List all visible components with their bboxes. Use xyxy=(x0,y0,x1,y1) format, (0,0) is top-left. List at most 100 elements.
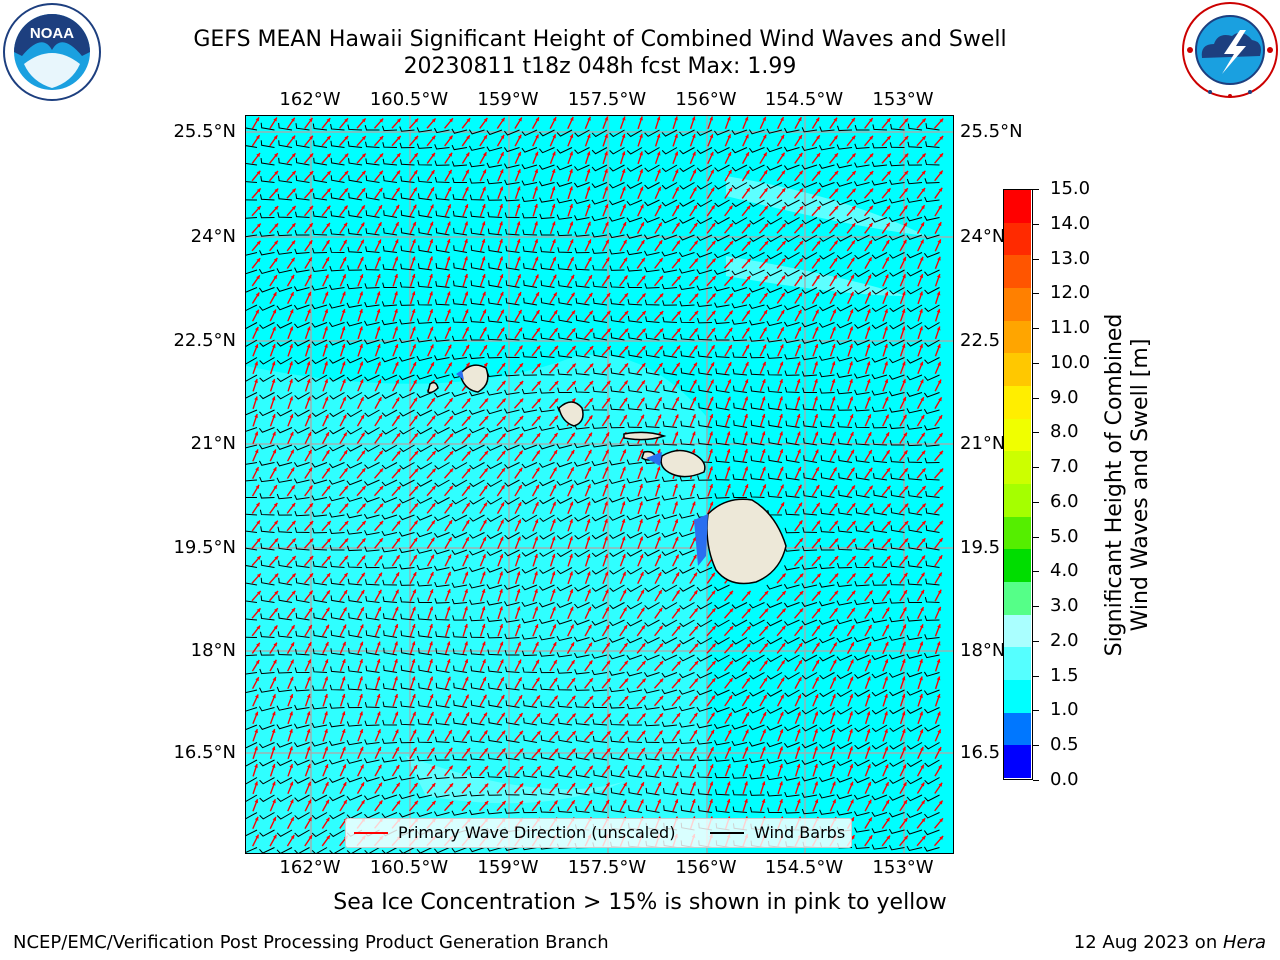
wave-direction-arrowhead xyxy=(394,239,399,244)
wave-direction-arrowhead xyxy=(622,204,626,209)
wave-direction-arrowhead xyxy=(919,659,923,663)
wind-barb xyxy=(330,612,345,621)
wave-direction-arrowhead xyxy=(866,694,871,698)
wind-barb xyxy=(626,619,643,627)
wave-direction-arrowhead xyxy=(535,659,539,664)
wind-barb xyxy=(925,507,940,516)
wind-barb xyxy=(258,444,275,450)
wave-direction-arrowhead xyxy=(341,309,346,313)
wave-direction-arrowhead xyxy=(446,256,451,261)
wave-direction-arrowhead xyxy=(709,134,714,139)
wave-direction-arrowhead xyxy=(342,274,346,279)
wave-direction-arrowhead xyxy=(535,484,539,489)
wave-direction-arrowhead xyxy=(693,222,698,227)
wave-direction-arrowhead xyxy=(571,678,576,682)
wave-direction-arrowhead xyxy=(517,519,521,524)
wind-barb xyxy=(348,630,363,638)
wind-barb xyxy=(626,147,643,155)
wind-barb xyxy=(923,671,940,677)
wind-barb xyxy=(346,427,363,435)
wave-direction-arrowhead xyxy=(255,484,260,489)
wave-direction-arrowhead xyxy=(376,274,381,279)
wave-direction-arrowhead xyxy=(414,433,418,438)
wind-barb xyxy=(801,354,818,361)
wave-direction-arrowhead xyxy=(869,555,874,560)
wind-barb xyxy=(801,252,818,260)
wave-direction-arrowhead xyxy=(429,256,433,261)
wave-direction-arrowhead xyxy=(343,450,348,455)
wind-barb xyxy=(574,164,590,171)
wind-barb xyxy=(363,339,380,345)
wind-barb xyxy=(836,672,853,680)
wave-direction-arrowhead xyxy=(254,396,258,401)
wind-barb xyxy=(714,584,730,592)
wave-direction-arrowhead xyxy=(448,520,453,525)
wave-direction-arrowhead xyxy=(764,608,769,613)
wave-direction-arrowhead xyxy=(641,311,646,315)
wind-barb xyxy=(697,438,713,446)
wave-direction-arrowhead xyxy=(886,171,891,175)
wave-direction-arrowhead xyxy=(256,520,261,525)
wind-barb xyxy=(276,249,293,255)
wind-barb xyxy=(696,654,713,662)
wind-barb xyxy=(486,600,503,606)
wave-direction-arrowhead xyxy=(886,222,890,227)
wind-barb xyxy=(626,567,643,575)
wind-barb xyxy=(259,250,275,256)
wave-direction-arrowhead xyxy=(324,309,329,314)
wave-direction-arrowhead xyxy=(936,676,941,681)
wave-direction-arrowhead xyxy=(781,643,786,648)
wave-direction-arrowhead xyxy=(429,309,434,314)
wave-direction-arrowhead xyxy=(307,309,311,314)
wind-barb xyxy=(312,648,328,656)
wave-direction-arrowhead xyxy=(429,273,433,278)
wind-barb xyxy=(748,147,765,153)
wave-direction-arrowhead xyxy=(256,591,261,595)
lat-label: 16.5 xyxy=(960,742,1001,763)
wind-barb xyxy=(819,689,835,698)
wave-direction-arrowhead xyxy=(307,432,312,437)
wind-barb xyxy=(556,424,573,431)
wind-barb xyxy=(435,210,450,218)
wind-barb xyxy=(452,631,468,638)
wind-barb xyxy=(521,601,538,607)
wave-direction-arrowhead xyxy=(781,205,786,210)
wind-barb xyxy=(767,473,783,481)
wind-barb xyxy=(295,157,310,166)
wind-barb xyxy=(608,199,625,206)
wave-direction-arrowhead xyxy=(746,275,751,280)
wave-direction-arrowhead xyxy=(325,450,330,455)
wave-direction-arrowhead xyxy=(657,449,661,454)
wind-barb xyxy=(644,619,660,627)
wind-barb xyxy=(748,303,765,310)
wave-direction-arrowhead xyxy=(344,188,348,193)
wave-direction-arrowhead xyxy=(466,398,471,403)
wave-direction-arrowhead xyxy=(589,398,593,403)
wave-direction-arrowhead xyxy=(797,117,802,122)
wind-barb xyxy=(523,315,538,323)
wind-barb xyxy=(748,287,765,293)
wind-barb xyxy=(416,374,433,380)
wave-direction-arrowhead xyxy=(534,151,539,156)
wave-direction-arrowhead xyxy=(517,659,522,664)
wave-direction-arrowhead xyxy=(516,606,521,611)
wave-direction-arrowhead xyxy=(464,641,468,646)
wave-direction-arrowhead xyxy=(886,468,891,472)
wave-direction-arrowhead xyxy=(624,310,629,315)
wind-barb xyxy=(346,339,363,346)
wave-direction-arrowhead xyxy=(394,344,399,349)
wave-direction-arrowhead xyxy=(274,153,278,158)
wave-direction-arrowhead xyxy=(674,519,679,524)
wave-direction-arrowhead xyxy=(604,151,608,156)
wave-direction-arrowhead xyxy=(588,432,592,437)
wind-barb xyxy=(295,577,310,586)
wind-barb xyxy=(399,126,415,132)
wave-direction-arrowhead xyxy=(936,274,941,279)
wave-direction-arrowhead xyxy=(446,274,451,278)
wave-direction-arrowhead xyxy=(621,484,626,489)
wave-direction-arrowhead xyxy=(904,503,909,508)
wind-barb xyxy=(679,672,695,679)
wind-barb xyxy=(906,287,923,295)
wind-barb xyxy=(486,444,503,452)
wave-direction-arrowhead xyxy=(604,186,608,191)
